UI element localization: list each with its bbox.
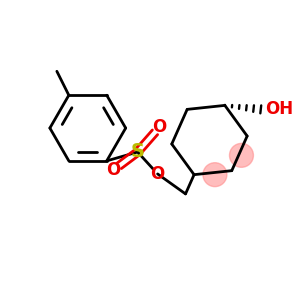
Text: O: O xyxy=(151,165,165,183)
Text: O: O xyxy=(152,118,167,136)
Circle shape xyxy=(230,143,254,167)
Circle shape xyxy=(203,163,227,187)
Text: O: O xyxy=(106,161,121,179)
Text: S: S xyxy=(131,142,145,161)
Text: OH: OH xyxy=(265,100,293,118)
